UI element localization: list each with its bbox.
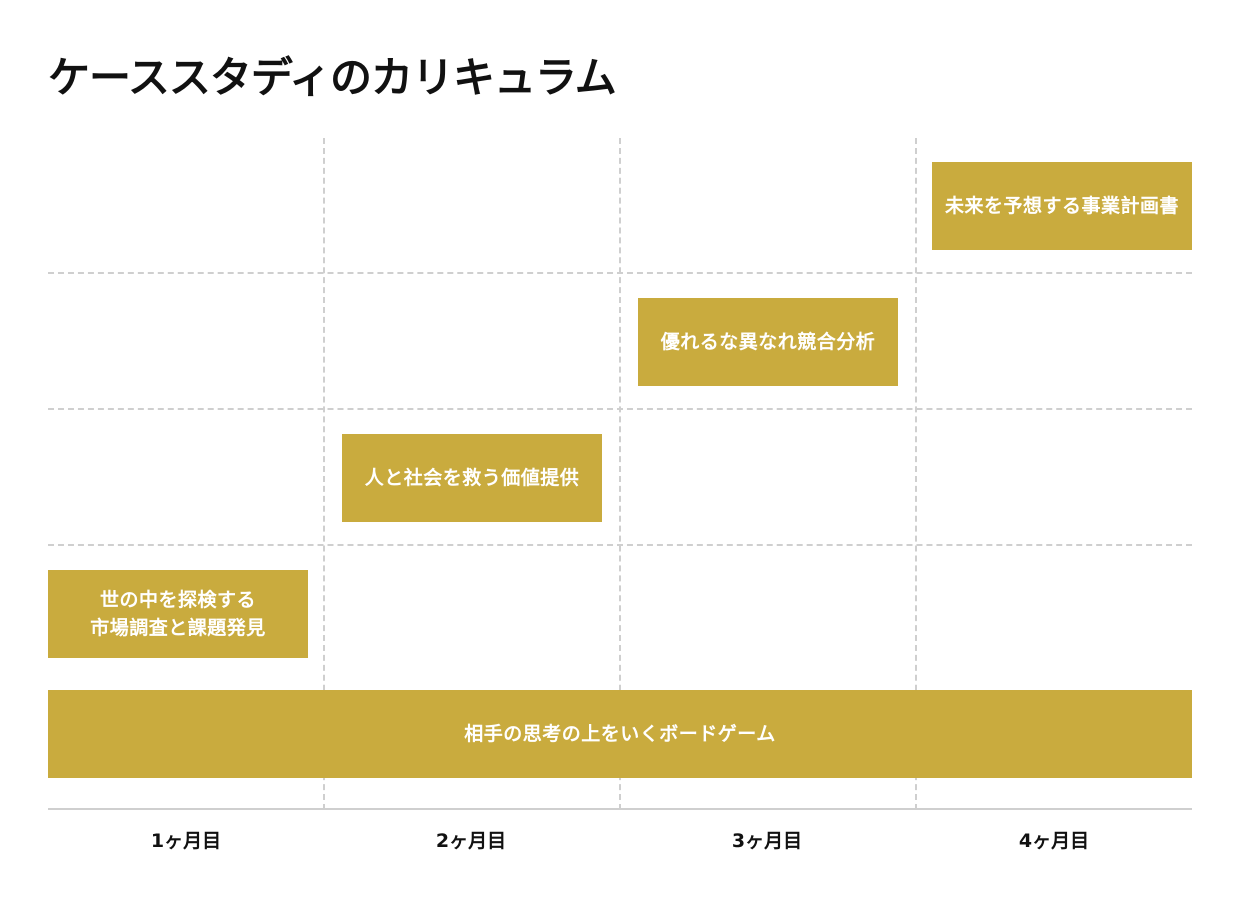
block-board-game: 相手の思考の上をいくボードゲーム [48,690,1192,778]
grid-hline-2 [48,408,1192,410]
block-business-plan: 未来を予想する事業計画書 [932,162,1192,250]
grid-vline-3 [915,138,917,810]
block-market-research: 世の中を探検する 市場調査と課題発見 [48,570,308,658]
grid-hline-3 [48,544,1192,546]
month-label-3: 3ヶ月目 [731,830,803,852]
block-business-plan-label: 未来を予想する事業計画書 [944,195,1179,217]
month-label-1: 1ヶ月目 [150,830,222,852]
block-value-proposition-label: 人と社会を救う価値提供 [364,467,580,489]
month-label-4: 4ヶ月目 [1018,830,1090,852]
block-board-game-label: 相手の思考の上をいくボードゲーム [464,723,776,745]
block-value-proposition: 人と社会を救う価値提供 [342,434,602,522]
page-title: ケーススタディのカリキュラム [48,53,617,102]
block-competitive-analysis-label: 優れるな異なれ競合分析 [660,331,876,353]
grid-hline-1 [48,272,1192,274]
timeline-axis [48,808,1192,810]
grid-vline-2 [619,138,621,810]
block-market-research-line2: 市場調査と課題発見 [90,617,266,639]
block-market-research-line1: 世の中を探検する [99,589,256,611]
month-label-2: 2ヶ月目 [435,830,507,852]
block-competitive-analysis: 優れるな異なれ競合分析 [638,298,898,386]
grid-vline-1 [323,138,325,810]
